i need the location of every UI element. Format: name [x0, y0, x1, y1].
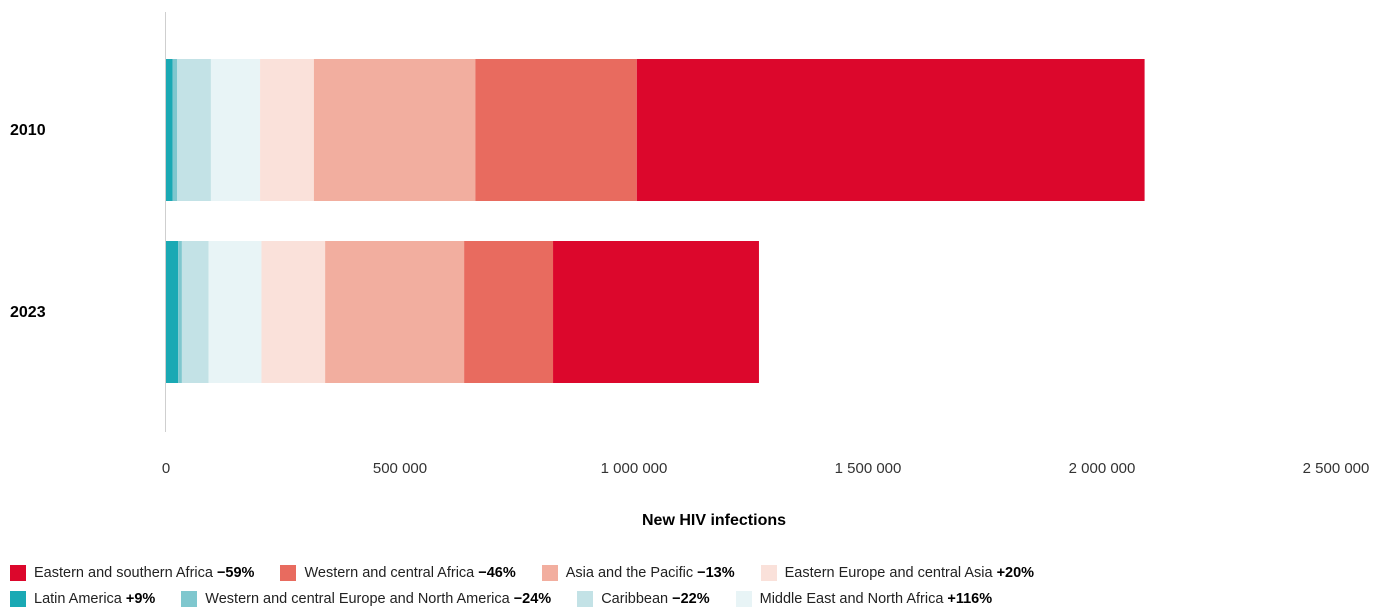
bar-segment-2010-7 [636, 59, 1145, 201]
x-tick-label: 2 500 000 [1303, 460, 1370, 477]
legend-swatch [735, 591, 752, 607]
legend-change: −59% [216, 565, 255, 581]
legend-row: Latin America +9% Western and central Euro… [10, 588, 1370, 610]
y-tick-label: 2010 [10, 122, 46, 139]
legend-change: −13% [697, 565, 735, 581]
bar-segment-2023-1 [178, 241, 182, 383]
legend-swatch [577, 591, 594, 607]
legend-label: Western and central Europe and North Ame… [205, 591, 510, 607]
legend-row: Eastern and southern Africa −59% Western a… [10, 562, 1370, 584]
legend-swatch [10, 591, 26, 607]
legend-label: Latin America [34, 591, 122, 607]
bar-segment-2010-3 [210, 59, 261, 201]
legend-change: +9% [125, 591, 156, 607]
legend-label: Middle East and North Africa [759, 591, 944, 607]
x-tick-labels: 0 500 000 1 000 000 1 500 000 2 000 000 2 500… [162, 460, 1370, 477]
bar-segment-2023-5 [325, 241, 465, 383]
x-axis-title: New HIV infections [642, 512, 786, 529]
chart: 2010 2023 0 500 000 1 000 000 1 500 000 2 000… [10, 12, 1370, 529]
bar-segment-2010-1 [172, 59, 178, 201]
bar-segment-2023-6 [464, 241, 554, 383]
legend-item: Western and central Africa −46% [280, 565, 516, 581]
legend-swatch [10, 565, 26, 581]
legend-label: Eastern Europe and central Asia [784, 565, 993, 581]
bar-segment-2010-6 [475, 59, 637, 201]
legend-item: Middle East and North Africa +116% [735, 591, 993, 607]
bar-segment-2010-0 [166, 59, 173, 201]
bar-segment-2010-5 [313, 59, 476, 201]
legend-item: Western and central Europe and North Ame… [181, 591, 551, 607]
legend-swatch [280, 565, 297, 581]
legend-label: Asia and the Pacific [565, 565, 694, 581]
bars-layer [166, 59, 1145, 383]
legend-item: Caribbean −22% [577, 591, 710, 607]
legend-swatch [181, 591, 198, 607]
bar-segment-2010-4 [260, 59, 314, 201]
bar-segment-2023-2 [181, 241, 209, 383]
x-tick-label: 2 000 000 [1069, 460, 1136, 477]
legend-change: −46% [478, 565, 516, 581]
x-tick-label: 1 000 000 [601, 460, 668, 477]
x-tick-label: 500 000 [373, 460, 427, 477]
legend-swatch [760, 565, 777, 581]
x-tick-label: 0 [162, 460, 170, 477]
legend-item: Eastern Europe and central Asia +20% [760, 565, 1035, 581]
x-tick-label: 1 500 000 [835, 460, 902, 477]
y-tick-label: 2023 [10, 304, 46, 321]
legend-item: Asia and the Pacific −13% [541, 565, 735, 581]
bar-segment-2023-0 [166, 241, 179, 383]
bar-segment-2023-7 [553, 241, 759, 383]
bar-segment-2010-2 [177, 59, 211, 201]
legend-change: −24% [513, 591, 552, 607]
legend-change: +116% [947, 591, 993, 607]
y-tick-labels: 2010 2023 [10, 122, 46, 321]
legend-label: Caribbean [601, 591, 669, 607]
bar-segment-2023-3 [208, 241, 262, 383]
legend-swatch [541, 565, 558, 581]
legend-label: Eastern and southern Africa [34, 565, 213, 581]
legend-item: Eastern and southern Africa −59% [10, 565, 254, 581]
legend-change: −22% [672, 591, 710, 607]
bar-segment-2023-4 [261, 241, 326, 383]
legend-item: Latin America +9% [10, 591, 155, 607]
legend: Eastern and southern Africa −59% Western a… [10, 562, 1370, 614]
legend-change: +20% [996, 565, 1035, 581]
legend-label: Western and central Africa [304, 565, 475, 581]
